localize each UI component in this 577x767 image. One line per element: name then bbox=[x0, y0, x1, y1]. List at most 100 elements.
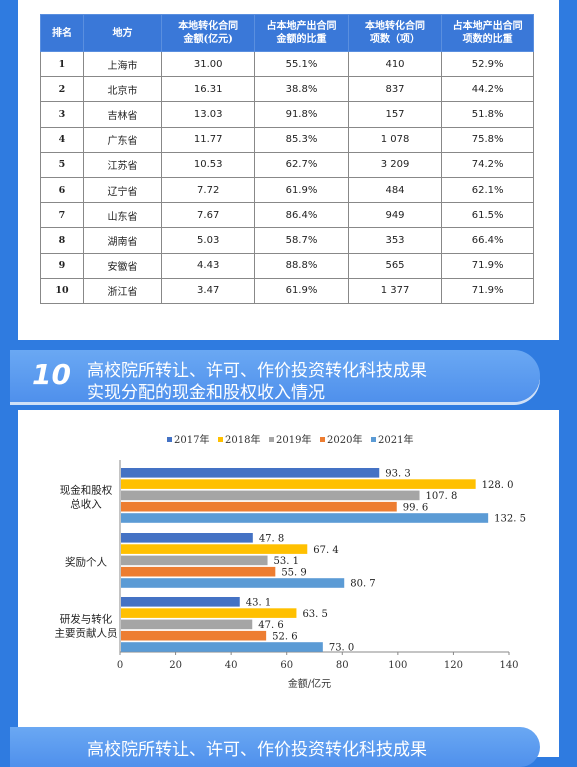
table-cell: 51.8% bbox=[441, 101, 534, 128]
table-cell: 66.4% bbox=[441, 227, 534, 254]
table-cell: 9 bbox=[40, 252, 84, 279]
bar-value-label: 52. 6 bbox=[272, 631, 297, 642]
table-cell: 58.7% bbox=[254, 227, 349, 254]
bar-value-label: 53. 1 bbox=[274, 556, 299, 567]
category-label: 总收入 bbox=[70, 497, 102, 510]
legend-swatch bbox=[320, 437, 325, 442]
legend-label: 2019年 bbox=[276, 433, 311, 446]
table-row: 9 安徽省 4.43 88.8% 565 71.9% bbox=[40, 252, 534, 279]
bar-2019年 bbox=[121, 619, 253, 630]
bar-value-label: 67. 4 bbox=[313, 545, 338, 556]
table-body: 1 上海市 31.00 55.1% 410 52.9% 2 北京市 16.31 38.8% 837 4… bbox=[40, 50, 534, 304]
table-cell: 湖南省 bbox=[82, 227, 163, 254]
x-tick-label: 100 bbox=[388, 660, 407, 671]
bar-2020年 bbox=[121, 566, 276, 577]
table-cell: 上海市 bbox=[82, 50, 163, 78]
table-header-cell: 本地转化合同 项数（项） bbox=[347, 14, 443, 52]
table-cell: 广东省 bbox=[82, 126, 163, 153]
bar-value-label: 55. 9 bbox=[281, 567, 306, 578]
legend-label: 2018年 bbox=[225, 433, 260, 446]
table-cell: 吉林省 bbox=[82, 101, 163, 128]
table-cell: 31.00 bbox=[161, 50, 256, 78]
table-cell: 3 209 bbox=[347, 151, 443, 178]
table-cell: 7.72 bbox=[161, 176, 256, 204]
table-cell: 71.9% bbox=[441, 277, 534, 304]
table-cell: 10.53 bbox=[161, 151, 256, 178]
legend-swatch bbox=[269, 437, 274, 442]
x-tick-label: 80 bbox=[336, 660, 349, 671]
ranking-table: 排名 地方 本地转化合同 金额(亿元) 占本地产出合同 金额的比重 本地转化合同 项数（项）占… bbox=[40, 14, 534, 304]
table-cell: 74.2% bbox=[441, 151, 534, 178]
table-row: 3 吉林省 13.03 91.8% 157 51.8% bbox=[40, 101, 534, 128]
table-cell: 7 bbox=[40, 202, 84, 229]
bar-2018年 bbox=[121, 479, 476, 489]
bar-value-label: 73. 0 bbox=[329, 643, 354, 654]
table-header-cell: 占本地产出合同 项数的比重 bbox=[441, 14, 534, 52]
table-cell: 91.8% bbox=[254, 101, 349, 128]
table-cell: 61.9% bbox=[254, 277, 349, 304]
table-cell: 1 bbox=[40, 50, 84, 78]
bar-2018年 bbox=[121, 608, 297, 618]
table-header-cell: 排名 bbox=[40, 14, 84, 52]
bar-value-label: 43. 1 bbox=[246, 598, 271, 609]
legend-swatch bbox=[371, 437, 376, 442]
table-row: 5 江苏省 10.53 62.7% 3 209 74.2% bbox=[40, 151, 534, 178]
table-header-cell: 地方 bbox=[82, 14, 163, 52]
bar-2020年 bbox=[121, 501, 397, 512]
x-tick-label: 40 bbox=[225, 660, 238, 671]
table-header-row: 排名 地方 本地转化合同 金额(亿元) 占本地产出合同 金额的比重 本地转化合同 项数（项）占… bbox=[40, 14, 534, 52]
table-cell: 4.43 bbox=[161, 252, 256, 279]
legend-label: 2020年 bbox=[327, 433, 362, 446]
bar-value-label: 128. 0 bbox=[482, 480, 514, 491]
table-cell: 44.2% bbox=[441, 76, 534, 103]
table-cell: 71.9% bbox=[441, 252, 534, 279]
table-cell: 11.77 bbox=[161, 126, 256, 153]
section-10-banner: 10 高校院所转让、许可、作价投资转化科技成果 实现分配的现金和股权收入情况 bbox=[10, 350, 540, 403]
bar-2019年 bbox=[121, 490, 420, 501]
bar-value-label: 47. 8 bbox=[259, 534, 284, 545]
bar-value-label: 80. 7 bbox=[350, 579, 375, 590]
table-cell: 1 377 bbox=[347, 277, 443, 304]
table-row: 2 北京市 16.31 38.8% 837 44.2% bbox=[40, 76, 534, 103]
table-cell: 3.47 bbox=[161, 277, 256, 304]
table-cell: 8 bbox=[40, 227, 84, 254]
table-row: 7 山东省 7.67 86.4% 949 61.5% bbox=[40, 202, 534, 229]
x-tick-label: 120 bbox=[444, 660, 463, 671]
category-label: 研发与转化 bbox=[60, 612, 113, 625]
table-cell: 410 bbox=[347, 50, 443, 78]
table-cell: 5.03 bbox=[161, 227, 256, 254]
table-cell: 565 bbox=[347, 252, 443, 279]
category-label: 现金和股权 bbox=[60, 483, 113, 496]
legend-label: 2017年 bbox=[174, 433, 209, 446]
bar-value-label: 47. 6 bbox=[258, 620, 283, 631]
bar-value-label: 99. 6 bbox=[403, 502, 428, 513]
table-header-cell: 占本地产出合同 金额的比重 bbox=[254, 14, 349, 52]
x-axis-label: 金额/亿元 bbox=[288, 677, 331, 690]
bar-2020年 bbox=[121, 630, 267, 641]
table-cell: 江苏省 bbox=[82, 151, 163, 178]
bar-value-label: 63. 5 bbox=[302, 609, 327, 620]
table-cell: 38.8% bbox=[254, 76, 349, 103]
table-cell: 353 bbox=[347, 227, 443, 254]
section-number: 10 bbox=[32, 358, 71, 391]
table-row: 8 湖南省 5.03 58.7% 353 66.4% bbox=[40, 227, 534, 254]
table-cell: 浙江省 bbox=[82, 277, 163, 304]
table-cell: 10 bbox=[40, 277, 84, 304]
table-cell: 6 bbox=[40, 176, 84, 204]
bar-2017年 bbox=[121, 533, 253, 543]
table-cell: 1 078 bbox=[347, 126, 443, 153]
table-cell: 13.03 bbox=[161, 101, 256, 128]
table-row: 10 浙江省 3.47 61.9% 1 377 71.9% bbox=[40, 277, 534, 304]
table-cell: 北京市 bbox=[82, 76, 163, 103]
next-section-title: 高校院所转让、许可、作价投资转化科技成果 bbox=[87, 740, 427, 760]
table-row: 4 广东省 11.77 85.3% 1 078 75.8% bbox=[40, 126, 534, 153]
x-tick-label: 20 bbox=[169, 660, 182, 671]
table-cell: 3 bbox=[40, 101, 84, 128]
category-label: 奖励个人 bbox=[65, 555, 107, 568]
bar-value-label: 132. 5 bbox=[494, 514, 526, 525]
table-cell: 88.8% bbox=[254, 252, 349, 279]
table-cell: 7.67 bbox=[161, 202, 256, 229]
x-tick-label: 140 bbox=[499, 660, 518, 671]
bar-2021年 bbox=[121, 513, 489, 523]
table-cell: 949 bbox=[347, 202, 443, 229]
